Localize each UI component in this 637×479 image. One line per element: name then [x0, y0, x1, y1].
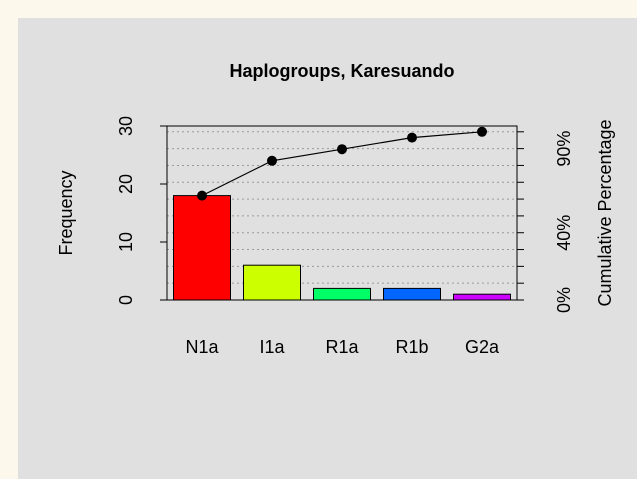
y-tick-label: 0: [116, 295, 136, 305]
x-tick-label: R1a: [325, 337, 359, 357]
y2-axis-label: Cumulative Percentage: [595, 119, 615, 306]
y-tick-label: 20: [116, 174, 136, 194]
bar: [243, 264, 301, 301]
panel: [18, 18, 637, 479]
cumulative-point: [267, 155, 277, 166]
cumulative-point: [337, 144, 347, 155]
y-axis-label: Frequency: [56, 170, 76, 255]
y-tick-label: 30: [116, 116, 136, 136]
x-tick-label: G2a: [465, 337, 500, 357]
chart-title: Haplogroups, Karesuando: [229, 61, 454, 81]
y2-tick-label: 90%: [554, 131, 574, 167]
y2-tick-label: 0%: [554, 287, 574, 313]
y2-tick-label: 40%: [554, 215, 574, 251]
cumulative-point: [197, 190, 207, 201]
x-tick-label: R1b: [395, 337, 428, 357]
bar: [313, 287, 371, 301]
bar: [173, 195, 231, 301]
x-tick-label: N1a: [185, 337, 219, 357]
y-tick-label: 10: [116, 232, 136, 252]
x-tick-label: I1a: [259, 337, 285, 357]
bar: [383, 287, 441, 301]
bar: [453, 293, 511, 301]
cumulative-point: [477, 126, 487, 137]
cumulative-point: [407, 132, 417, 143]
